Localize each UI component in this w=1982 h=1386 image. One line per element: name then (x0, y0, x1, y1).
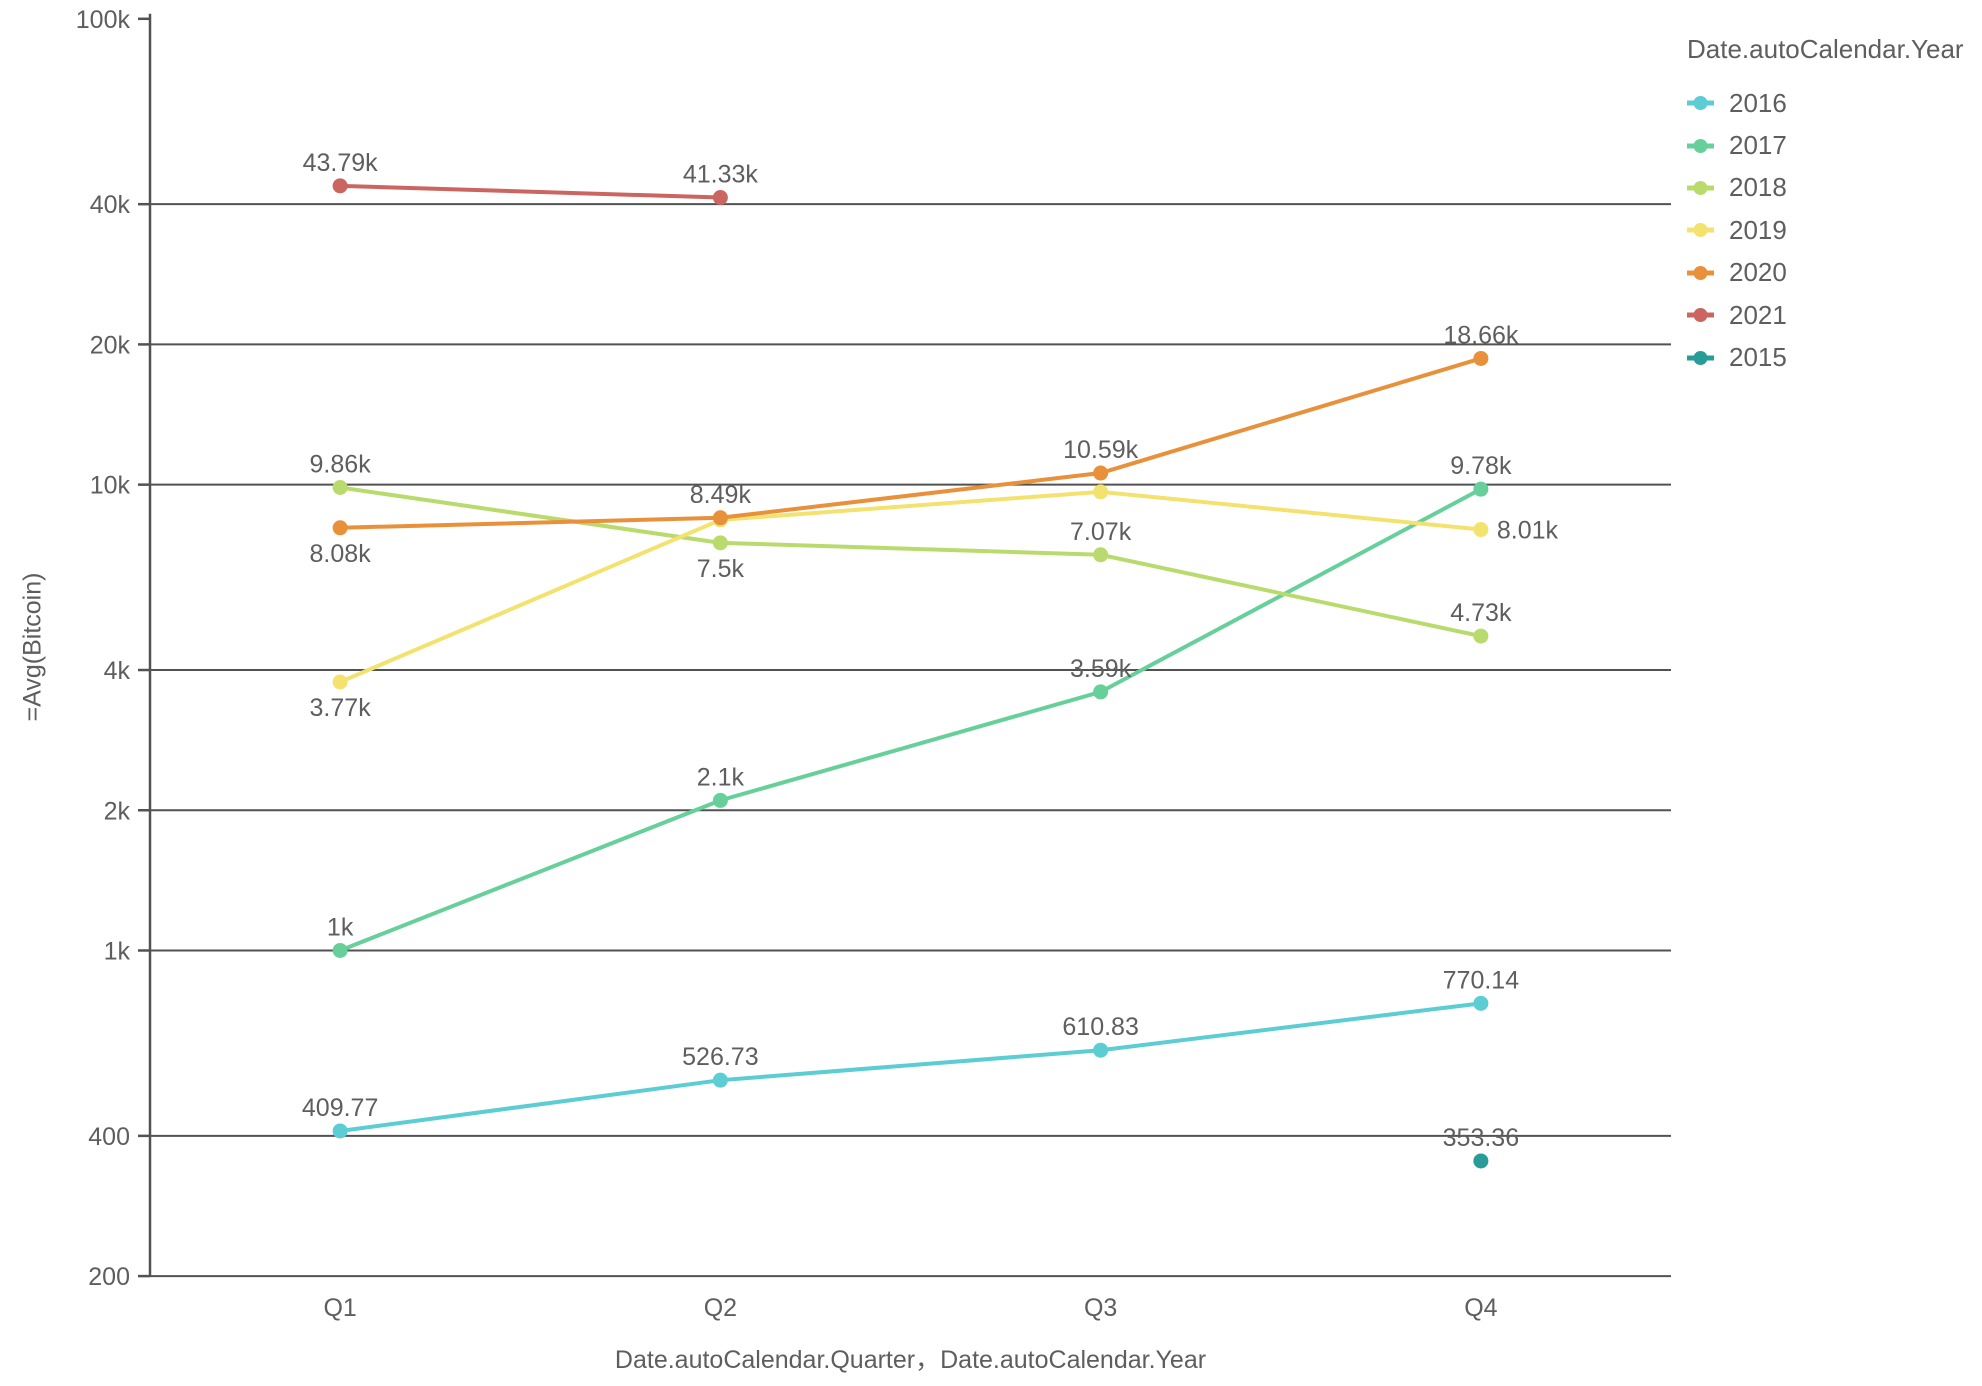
legend-item-2017[interactable]: 2017 (1687, 124, 1964, 166)
data-label-2020-Q2: 8.49k (690, 481, 752, 509)
x-tick-label-Q3[interactable]: Q3 (1084, 1294, 1117, 1322)
y-tick-label-1k: 1k (104, 937, 131, 965)
data-point-2020-Q2[interactable] (712, 510, 728, 526)
legend-marker-dot (1693, 308, 1708, 323)
data-label-2020-Q3: 10.59k (1063, 436, 1139, 464)
legend-item-label: 2021 (1729, 299, 1787, 330)
legend-marker-dot (1693, 265, 1708, 280)
data-point-2017-Q3[interactable] (1093, 684, 1109, 700)
y-axis-title: =Avg(Bitcoin) (18, 572, 47, 722)
y-tick-label-10k: 10k (90, 472, 131, 500)
series-line-2021[interactable] (338, 183, 723, 200)
legend-marker-2019 (1687, 223, 1714, 238)
legend-marker-dot (1693, 96, 1708, 111)
data-label-2016-Q1: 409.77 (302, 1094, 378, 1122)
legend-item-label: 2020 (1729, 257, 1787, 288)
legend-marker-dot (1693, 138, 1708, 153)
data-label-2017-Q4: 9.78k (1450, 452, 1512, 480)
data-label-2020-Q4: 18.66k (1443, 321, 1519, 349)
legend-item-2019[interactable]: 2019 (1687, 209, 1964, 251)
series-line-2018[interactable] (338, 485, 1483, 639)
data-label-2018-Q3: 7.07k (1070, 518, 1132, 546)
legend-marker-2021 (1687, 308, 1714, 323)
y-tick-label-40k: 40k (90, 191, 131, 219)
legend-marker-2020 (1687, 265, 1714, 280)
data-point-2018-Q2[interactable] (712, 535, 728, 551)
data-point-2020-Q4[interactable] (1473, 350, 1489, 366)
series-line-2017[interactable] (338, 487, 1483, 953)
data-point-2015-Q4[interactable] (1473, 1153, 1489, 1169)
legend-item-2021[interactable]: 2021 (1687, 294, 1964, 336)
data-label-2015-Q4: 353.36 (1443, 1124, 1519, 1152)
data-point-2016-Q3[interactable] (1093, 1042, 1109, 1058)
legend-item-2018[interactable]: 2018 (1687, 167, 1964, 209)
y-tick-label-2k: 2k (104, 797, 131, 825)
y-tick-label-200: 200 (88, 1263, 130, 1291)
series-line-2020[interactable] (338, 356, 1483, 530)
y-tick-label-100k: 100k (76, 6, 131, 34)
legend-marker-2017 (1687, 138, 1714, 153)
data-label-2016-Q2: 526.73 (682, 1043, 758, 1071)
legend-marker-2016 (1687, 96, 1714, 111)
data-label-2019-Q4: 8.01k (1497, 517, 1559, 545)
data-point-2017-Q2[interactable] (712, 792, 728, 808)
legend-items: 2016 2017 2018 2019 2020 2021 2015 (1687, 82, 1964, 379)
data-label-2018-Q2: 7.5k (697, 555, 745, 583)
data-label-2018-Q1: 9.86k (310, 450, 372, 478)
data-label-2017-Q1: 1k (327, 913, 354, 941)
x-axis-title: Date.autoCalendar.Quarter，Date.autoCalen… (614, 1346, 1207, 1374)
data-label-2021-Q2: 41.33k (683, 161, 759, 189)
legend-marker-2015 (1687, 350, 1714, 365)
data-label-2017-Q3: 3.59k (1070, 655, 1132, 683)
legend-item-2020[interactable]: 2020 (1687, 252, 1964, 294)
data-point-2017-Q4[interactable] (1473, 481, 1489, 497)
series-line-2019[interactable] (338, 489, 1483, 685)
x-tick-label-Q1[interactable]: Q1 (323, 1294, 356, 1322)
data-label-2021-Q1: 43.79k (303, 149, 379, 177)
data-label-2020-Q1: 8.08k (310, 540, 372, 568)
data-point-2017-Q1[interactable] (332, 942, 348, 958)
data-point-2016-Q4[interactable] (1473, 995, 1489, 1011)
legend: Date.autoCalendar.Year 2016 2017 2018 2019 2… (1687, 36, 1964, 379)
legend-item-label: 2016 (1729, 87, 1787, 118)
data-label-2019-Q1: 3.77k (310, 694, 372, 722)
legend-marker-dot (1693, 180, 1708, 195)
legend-marker-dot (1693, 350, 1708, 365)
legend-item-2015[interactable]: 2015 (1687, 336, 1964, 378)
data-point-2018-Q4[interactable] (1473, 628, 1489, 644)
data-point-2020-Q3[interactable] (1093, 465, 1109, 481)
data-point-2018-Q1[interactable] (332, 479, 348, 495)
series-line-2016[interactable] (338, 1001, 1483, 1133)
legend-item-label: 2018 (1729, 172, 1787, 203)
data-point-2018-Q3[interactable] (1093, 547, 1109, 563)
data-label-2016-Q3: 610.83 (1062, 1013, 1138, 1041)
data-point-2020-Q1[interactable] (332, 520, 348, 536)
y-tick-label-4k: 4k (104, 657, 131, 685)
data-label-2016-Q4: 770.14 (1443, 966, 1520, 994)
x-tick-label-Q4[interactable]: Q4 (1464, 1294, 1497, 1322)
legend-title: Date.autoCalendar.Year (1687, 34, 1964, 64)
data-label-2018-Q4: 4.73k (1450, 599, 1512, 627)
legend-item-label: 2015 (1729, 342, 1787, 373)
x-tick-label-Q2[interactable]: Q2 (704, 1294, 737, 1322)
y-tick-label-400: 400 (88, 1123, 130, 1151)
legend-item-label: 2017 (1729, 130, 1787, 161)
data-point-2021-Q2[interactable] (712, 190, 728, 206)
data-point-2019-Q1[interactable] (332, 674, 348, 690)
y-tick-label-20k: 20k (90, 331, 131, 359)
legend-item-label: 2019 (1729, 214, 1787, 245)
legend-marker-dot (1693, 223, 1708, 238)
legend-item-2016[interactable]: 2016 (1687, 82, 1964, 124)
data-point-2016-Q2[interactable] (712, 1072, 728, 1088)
data-point-2021-Q1[interactable] (332, 178, 348, 194)
legend-marker-2018 (1687, 180, 1714, 195)
data-point-2019-Q3[interactable] (1093, 484, 1109, 500)
data-point-2016-Q1[interactable] (332, 1123, 348, 1139)
data-point-2019-Q4[interactable] (1473, 522, 1489, 538)
data-label-2017-Q2: 2.1k (697, 763, 745, 791)
